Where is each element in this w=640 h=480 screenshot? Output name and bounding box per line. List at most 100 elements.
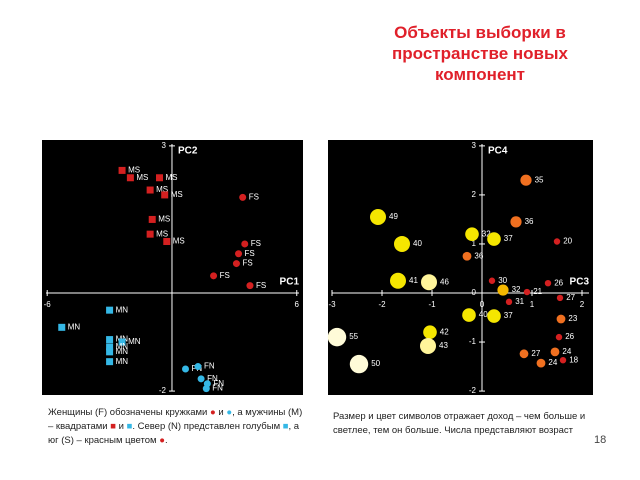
point-label: FN — [204, 362, 215, 371]
bubble — [536, 358, 546, 368]
bubble — [465, 227, 479, 241]
x-axis-label: PC1 — [280, 277, 300, 288]
bubble — [420, 337, 436, 354]
point-label: MS — [136, 173, 148, 182]
point-label: MN — [116, 342, 129, 351]
plot-background — [328, 140, 593, 395]
point — [106, 306, 114, 314]
y-axis-label: PC2 — [178, 146, 198, 157]
point-label: MN — [116, 357, 129, 366]
point-label: FS — [256, 281, 266, 290]
point — [163, 238, 171, 246]
caption-part: . Север (N) представлен голубым — [132, 421, 283, 432]
point-label: MS — [156, 185, 168, 194]
bubble-label: 27 — [566, 293, 575, 302]
bubble — [559, 356, 567, 364]
bubble — [487, 309, 501, 323]
bubble-label: 40 — [413, 239, 422, 248]
bubble — [390, 272, 406, 289]
point — [202, 385, 210, 393]
point — [118, 338, 126, 346]
bubble — [421, 274, 437, 291]
point-label: FS — [242, 259, 252, 268]
point — [235, 250, 243, 258]
point-label: FS — [251, 239, 261, 248]
caption-part: Женщины (F) обозначены кружками — [48, 407, 210, 418]
point — [239, 193, 247, 201]
y-tick-label: 3 — [162, 141, 167, 150]
y-tick-label: 3 — [472, 141, 477, 150]
bubble — [370, 208, 386, 225]
caption-part: ● — [210, 407, 216, 418]
bubble-label: 26 — [554, 278, 563, 287]
y-tick-label: 1 — [472, 239, 477, 248]
point-label: MS — [158, 215, 170, 224]
bubble — [487, 232, 501, 246]
bubble-label: 21 — [533, 287, 542, 296]
point-label: FN — [212, 384, 223, 393]
bubble-label: 36 — [525, 217, 534, 226]
y-tick-label: 2 — [472, 190, 477, 199]
point — [161, 191, 169, 199]
bubble — [556, 314, 566, 324]
caption-right: Размер и цвет символов отражает доход – … — [333, 411, 586, 436]
point — [232, 260, 240, 268]
bubble-label: 31 — [515, 297, 524, 306]
caption-part: и — [115, 421, 127, 432]
bubble — [510, 216, 522, 228]
point — [106, 343, 114, 351]
point — [146, 230, 154, 238]
y-tick-label: -1 — [469, 337, 477, 346]
caption-part: . — [164, 435, 168, 446]
bubble-label: 24 — [562, 347, 571, 356]
bubble — [462, 308, 476, 322]
bubble-label: 55 — [349, 332, 358, 341]
x-tick-label: -2 — [378, 300, 386, 309]
caption-part: ● — [226, 407, 233, 418]
point — [197, 375, 205, 383]
x-tick-label: 6 — [295, 300, 300, 309]
bubble — [550, 347, 560, 357]
bubble — [349, 354, 369, 374]
point-label: MS — [173, 237, 185, 246]
bubble-label: 24 — [548, 358, 557, 367]
caption-left: Женщины (F) обозначены кружками ● и ●, а… — [48, 406, 310, 448]
bubble — [555, 333, 563, 341]
x-axis-label: PC3 — [570, 277, 590, 288]
bubble-label: 20 — [563, 237, 572, 246]
bubble-label: 26 — [565, 332, 574, 341]
bubble — [556, 294, 564, 302]
bubble-label: 37 — [504, 311, 513, 320]
point-label: MN — [68, 322, 81, 331]
bubble-label: 32 — [512, 285, 521, 294]
bubble — [544, 279, 552, 287]
bubble-label: 35 — [535, 175, 544, 184]
y-tick-label: -2 — [469, 386, 477, 395]
bubble — [519, 349, 529, 359]
bubble-label: 23 — [568, 314, 577, 323]
caption-part: , а мужчины (M) – квадратами — [48, 407, 303, 432]
point-label: MS — [156, 229, 168, 238]
caption-part: ■ — [282, 421, 289, 432]
bubble-label: 50 — [371, 359, 380, 368]
point — [106, 336, 114, 344]
y-axis-label: PC4 — [488, 146, 508, 157]
point — [156, 174, 164, 182]
page-number: 18 — [594, 434, 607, 446]
point — [210, 272, 218, 280]
bubble — [553, 238, 561, 245]
bubble — [327, 327, 347, 347]
bubble — [520, 174, 532, 186]
plot-background — [42, 140, 303, 395]
point-label: FN — [213, 379, 224, 388]
point — [148, 215, 156, 223]
caption-part: ■ — [110, 421, 116, 432]
bubble-label: 32 — [482, 229, 491, 238]
point — [118, 166, 126, 174]
point-label: MN — [128, 337, 141, 346]
bubble-label: 49 — [389, 212, 398, 221]
bubble — [462, 251, 472, 261]
bubble — [497, 284, 509, 296]
point — [106, 348, 114, 356]
bubble-label: 27 — [531, 349, 540, 358]
